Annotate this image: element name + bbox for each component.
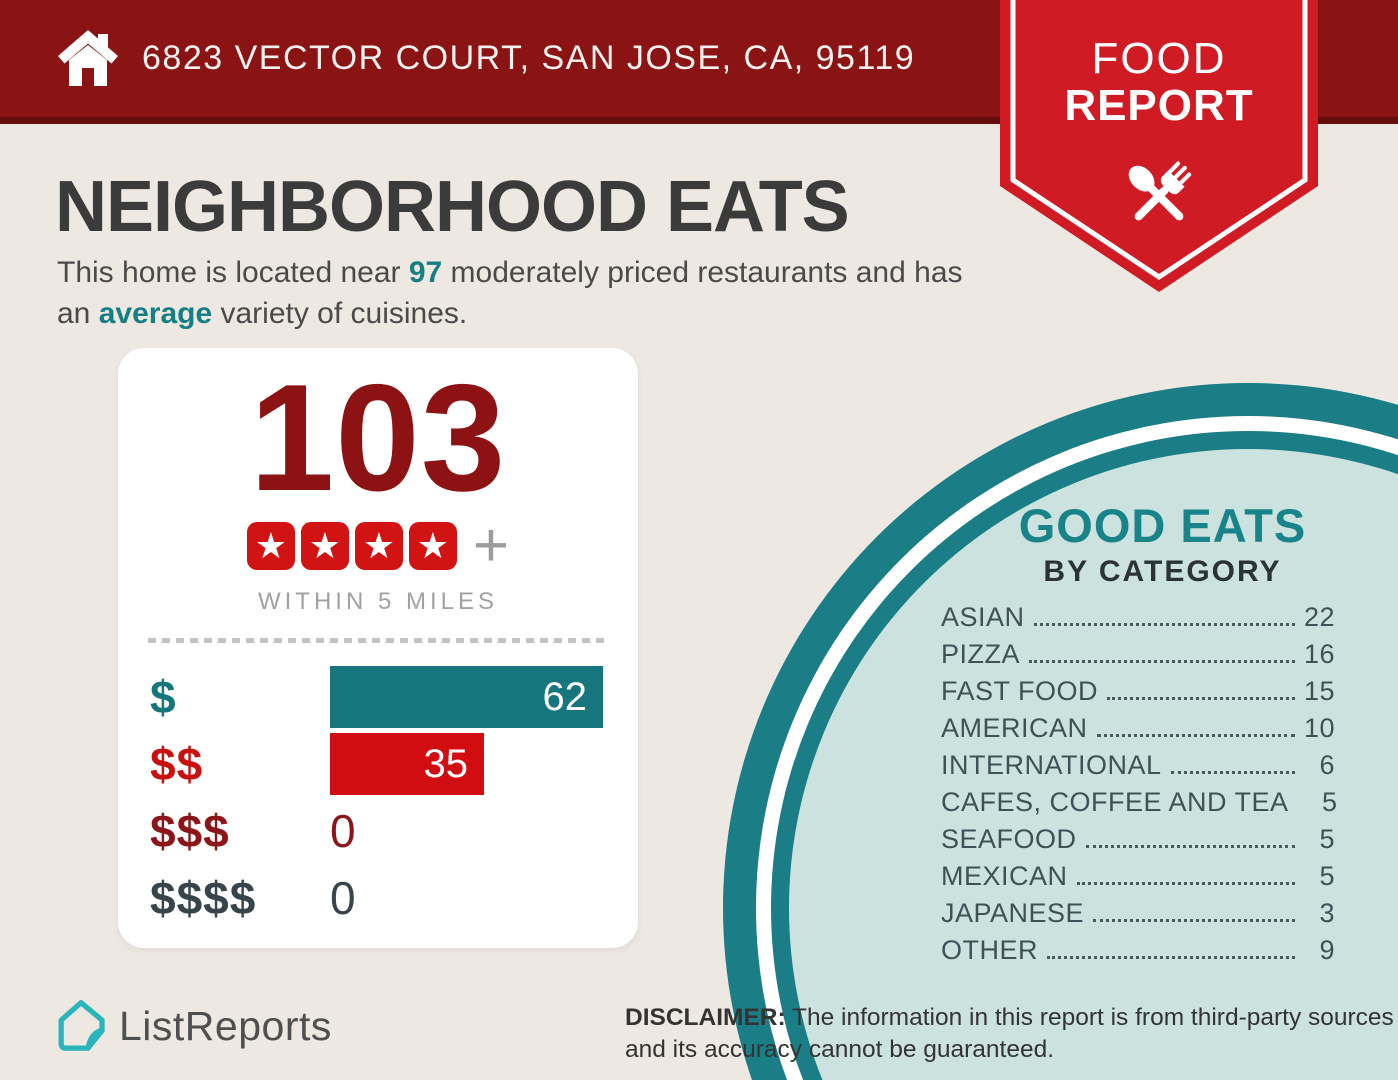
- dashed-divider: [148, 638, 604, 643]
- price-row: $$ 35: [118, 733, 638, 795]
- category-label: AMERICAN: [941, 713, 1088, 743]
- category-value: 16: [1303, 639, 1335, 669]
- category-label: INTERNATIONAL: [941, 750, 1162, 780]
- category-list: ASIAN 22 PIZZA 16 FAST FOOD 15 AMERICAN 10 INTER…: [941, 602, 1338, 972]
- dotted-leader: [1047, 956, 1295, 959]
- dotted-leader: [1093, 919, 1295, 922]
- category-row: AMERICAN 10: [941, 713, 1335, 750]
- price-bar: 62: [330, 666, 603, 728]
- listreports-wordmark: ListReports: [119, 1002, 332, 1049]
- ribbon-line1: FOOD: [1091, 34, 1226, 83]
- category-label: MEXICAN: [941, 861, 1068, 891]
- category-row: PIZZA 16: [941, 639, 1335, 676]
- plus-icon: +: [472, 511, 510, 580]
- intro-subtitle: This home is located near 97 moderately …: [57, 252, 987, 335]
- category-label: CAFES, COFFEE AND TEA: [941, 787, 1289, 817]
- price-bar: 35: [330, 733, 484, 795]
- subtitle-part2: moderately priced restaurants and has an: [57, 256, 963, 331]
- dotted-leader: [1170, 771, 1295, 774]
- good-eats-title: GOOD EATS: [1018, 499, 1307, 552]
- price-zero-value: 0: [330, 805, 356, 857]
- total-restaurants-count: 103: [249, 353, 507, 523]
- category-row: FAST FOOD 15: [941, 676, 1335, 713]
- star-icon: ★: [408, 522, 457, 570]
- price-zero-value: 0: [330, 872, 356, 924]
- good-eats-subtitle: BY CATEGORY: [1043, 555, 1282, 588]
- category-label: FAST FOOD: [941, 676, 1099, 706]
- listreports-logo: ListReports: [55, 998, 332, 1054]
- category-row: SEAFOOD 5: [941, 824, 1335, 861]
- stars-row: ★ ★ ★ ★ +: [118, 511, 638, 580]
- price-level-label: $$: [150, 738, 204, 790]
- within-miles-caption: WITHIN 5 MILES: [257, 588, 499, 615]
- price-row: $$$$ 0: [118, 867, 638, 929]
- variety-highlight: average: [98, 297, 213, 331]
- dotted-leader: [1033, 623, 1295, 626]
- subtitle-part1: This home is located near: [57, 256, 409, 289]
- house-icon: [58, 30, 118, 86]
- category-row: JAPANESE 3: [941, 898, 1335, 935]
- disclaimer-text: The information in this report is from t…: [625, 1004, 1394, 1064]
- category-row: OTHER 9: [941, 935, 1335, 972]
- category-value: 6: [1319, 750, 1335, 780]
- food-report-ribbon: FOOD REPORT: [1000, 0, 1318, 292]
- category-label: SEAFOOD: [941, 824, 1077, 854]
- category-value: 10: [1303, 713, 1335, 743]
- price-level-label: $$$$: [150, 872, 257, 924]
- dotted-leader: [1107, 697, 1295, 700]
- category-row: MEXICAN 5: [941, 861, 1335, 898]
- price-level-label: $: [150, 671, 177, 723]
- category-value: 5: [1322, 787, 1338, 817]
- category-label: OTHER: [941, 935, 1038, 965]
- category-row: CAFES, COFFEE AND TEA 5: [941, 787, 1338, 824]
- property-address: 6823 VECTOR COURT, SAN JOSE, CA, 95119: [142, 39, 916, 77]
- dotted-leader: [1096, 734, 1295, 737]
- category-value: 9: [1319, 935, 1335, 965]
- category-row: ASIAN 22: [941, 602, 1335, 639]
- category-value: 22: [1303, 602, 1335, 632]
- category-value: 3: [1319, 898, 1335, 928]
- good-eats-header: GOOD EATS BY CATEGORY: [935, 498, 1390, 589]
- category-label: JAPANESE: [941, 898, 1085, 928]
- price-rows: $62 $$ 35 $$$ 0 $$$$ 0: [118, 666, 638, 934]
- dotted-leader: [1085, 845, 1295, 848]
- dotted-leader: [1076, 882, 1295, 885]
- category-label: ASIAN: [941, 602, 1025, 632]
- category-value: 5: [1319, 861, 1335, 891]
- dotted-leader: [1029, 660, 1295, 663]
- spoon-fork-icon: [1128, 161, 1192, 221]
- price-level-label: $$$: [150, 805, 230, 857]
- price-row: $62: [118, 666, 638, 728]
- category-label: PIZZA: [941, 639, 1021, 669]
- category-value: 5: [1319, 824, 1335, 854]
- star-icon: ★: [246, 522, 295, 570]
- page-title: NEIGHBORHOOD EATS: [55, 167, 850, 247]
- category-value: 15: [1303, 676, 1335, 706]
- disclaimer: DISCLAIMER: The information in this repo…: [625, 1002, 1398, 1067]
- disclaimer-label: DISCLAIMER:: [625, 1004, 786, 1031]
- restaurant-count-highlight: 97: [408, 256, 443, 289]
- star-icon: ★: [300, 522, 349, 570]
- ribbon-line2: REPORT: [1064, 81, 1253, 130]
- listreports-house-icon: [58, 1000, 105, 1051]
- category-row: INTERNATIONAL 6: [941, 750, 1335, 787]
- price-row: $$$ 0: [118, 800, 638, 862]
- star-icon: ★: [354, 522, 403, 570]
- subtitle-part3: variety of cuisines.: [212, 297, 468, 331]
- restaurant-summary-card: 103 ★ ★ ★ ★ + WITHIN 5 MILES $62 $$ 35 $$$ 0 $$$$…: [118, 348, 638, 948]
